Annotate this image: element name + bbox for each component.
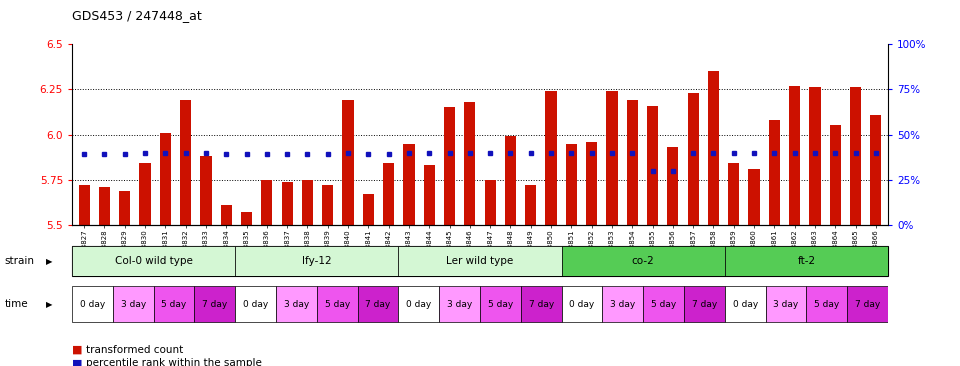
Bar (848, 285, 888, 322)
Bar (180, 100, 191, 225)
Text: GDS453 / 247448_at: GDS453 / 247448_at (72, 9, 202, 22)
Bar (769, 120, 780, 225)
Bar (276, 285, 317, 322)
Bar (647, 105, 659, 225)
Bar (607, 91, 617, 225)
Bar (444, 107, 455, 225)
Text: Ler wild type: Ler wild type (446, 256, 514, 266)
Bar (235, 246, 398, 276)
Text: 0 day: 0 day (243, 300, 268, 309)
Bar (241, 212, 252, 225)
Bar (261, 180, 273, 225)
Bar (154, 285, 195, 322)
Bar (79, 185, 90, 225)
Text: 0 day: 0 day (732, 300, 757, 309)
Bar (465, 102, 475, 225)
Bar (749, 169, 759, 225)
Bar (363, 194, 374, 225)
Bar (565, 143, 577, 225)
Bar (398, 246, 562, 276)
Bar (159, 133, 171, 225)
Text: lfy-12: lfy-12 (302, 256, 331, 266)
Bar (586, 142, 597, 225)
Bar (603, 285, 643, 322)
Bar (521, 285, 562, 322)
Text: 7 day: 7 day (366, 300, 391, 309)
Bar (725, 285, 766, 322)
Bar (850, 87, 861, 225)
Bar (643, 285, 684, 322)
Text: 5 day: 5 day (161, 300, 186, 309)
Text: 5 day: 5 day (651, 300, 676, 309)
Bar (829, 126, 841, 225)
Bar (870, 115, 881, 225)
Bar (806, 285, 848, 322)
Bar (809, 87, 821, 225)
Text: percentile rank within the sample: percentile rank within the sample (86, 358, 262, 366)
Text: 7 day: 7 day (203, 300, 228, 309)
Text: strain: strain (5, 256, 35, 266)
Bar (403, 143, 415, 225)
Text: Col-0 wild type: Col-0 wild type (114, 256, 193, 266)
Bar (728, 164, 739, 225)
Bar (708, 71, 719, 225)
Bar (398, 285, 440, 322)
Text: ft-2: ft-2 (798, 256, 815, 266)
Bar (505, 136, 516, 225)
Text: co-2: co-2 (632, 256, 655, 266)
Text: 5 day: 5 day (488, 300, 513, 309)
Text: 0 day: 0 day (80, 300, 105, 309)
Bar (235, 285, 276, 322)
Text: 3 day: 3 day (121, 300, 146, 309)
Bar (627, 100, 637, 225)
Bar (301, 180, 313, 225)
Bar (194, 285, 235, 322)
Bar (684, 285, 725, 322)
Bar (201, 156, 211, 225)
Bar (562, 285, 603, 322)
Bar (317, 285, 357, 322)
Text: time: time (5, 299, 29, 309)
Text: transformed count: transformed count (86, 344, 183, 355)
Text: 7 day: 7 day (529, 300, 554, 309)
Bar (343, 100, 353, 225)
Text: ▶: ▶ (46, 257, 53, 266)
Bar (545, 91, 557, 225)
Text: 0 day: 0 day (406, 300, 431, 309)
Bar (725, 246, 888, 276)
Bar (687, 93, 699, 225)
Text: ■: ■ (72, 358, 83, 366)
Text: 3 day: 3 day (284, 300, 309, 309)
Text: 5 day: 5 day (814, 300, 839, 309)
Bar (72, 246, 235, 276)
Bar (221, 205, 232, 225)
Bar (480, 285, 521, 322)
Bar (383, 164, 395, 225)
Bar (281, 182, 293, 225)
Text: ▶: ▶ (46, 300, 53, 309)
Bar (72, 285, 113, 322)
Bar (357, 285, 398, 322)
Text: 7 day: 7 day (855, 300, 880, 309)
Text: 5 day: 5 day (324, 300, 349, 309)
Text: 3 day: 3 day (774, 300, 799, 309)
Bar (99, 187, 110, 225)
Bar (323, 185, 333, 225)
Bar (667, 147, 679, 225)
Text: 3 day: 3 day (447, 300, 472, 309)
Bar (423, 165, 435, 225)
Bar (766, 285, 806, 322)
Text: 0 day: 0 day (569, 300, 594, 309)
Bar (485, 180, 495, 225)
Bar (440, 285, 480, 322)
Bar (139, 164, 151, 225)
Bar (562, 246, 725, 276)
Text: 3 day: 3 day (611, 300, 636, 309)
Bar (113, 285, 154, 322)
Bar (789, 86, 801, 225)
Bar (119, 191, 131, 225)
Bar (525, 185, 537, 225)
Text: 7 day: 7 day (692, 300, 717, 309)
Text: ■: ■ (72, 344, 83, 355)
